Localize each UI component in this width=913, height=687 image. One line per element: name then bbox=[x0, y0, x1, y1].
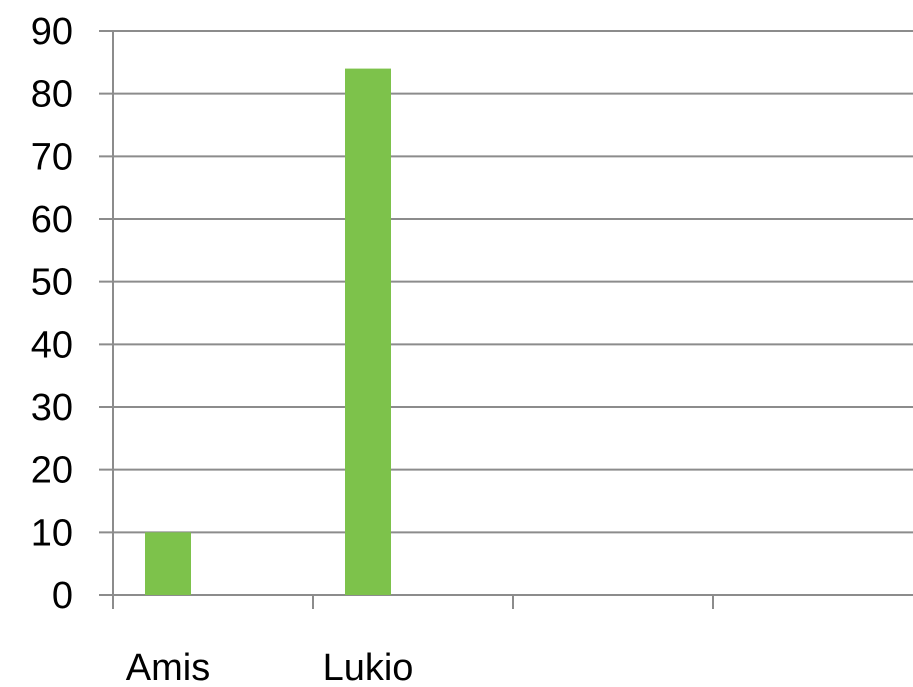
category-label: Amis bbox=[126, 647, 210, 687]
y-tick-label: 70 bbox=[31, 136, 73, 178]
y-tick-label: 90 bbox=[31, 11, 73, 53]
y-tick-label: 50 bbox=[31, 262, 73, 304]
y-tick-label: 40 bbox=[31, 324, 73, 366]
axes bbox=[99, 31, 913, 609]
bar bbox=[145, 532, 191, 595]
y-tick-label: 60 bbox=[31, 199, 73, 241]
bar bbox=[345, 68, 391, 596]
gridlines bbox=[99, 30, 913, 534]
x-tick-marks bbox=[312, 595, 714, 609]
y-tick-labels: 0 10 20 30 40 50 60 70 80 90 bbox=[31, 11, 73, 617]
y-tick-label: 30 bbox=[31, 387, 73, 429]
y-tick-label: 20 bbox=[31, 450, 73, 492]
category-labels: Amis Lukio bbox=[126, 647, 414, 687]
y-tick-label: 10 bbox=[31, 512, 73, 554]
category-label: Lukio bbox=[323, 647, 414, 687]
bars bbox=[145, 68, 391, 596]
y-tick-label: 80 bbox=[31, 74, 73, 116]
y-tick-label: 0 bbox=[52, 575, 73, 617]
